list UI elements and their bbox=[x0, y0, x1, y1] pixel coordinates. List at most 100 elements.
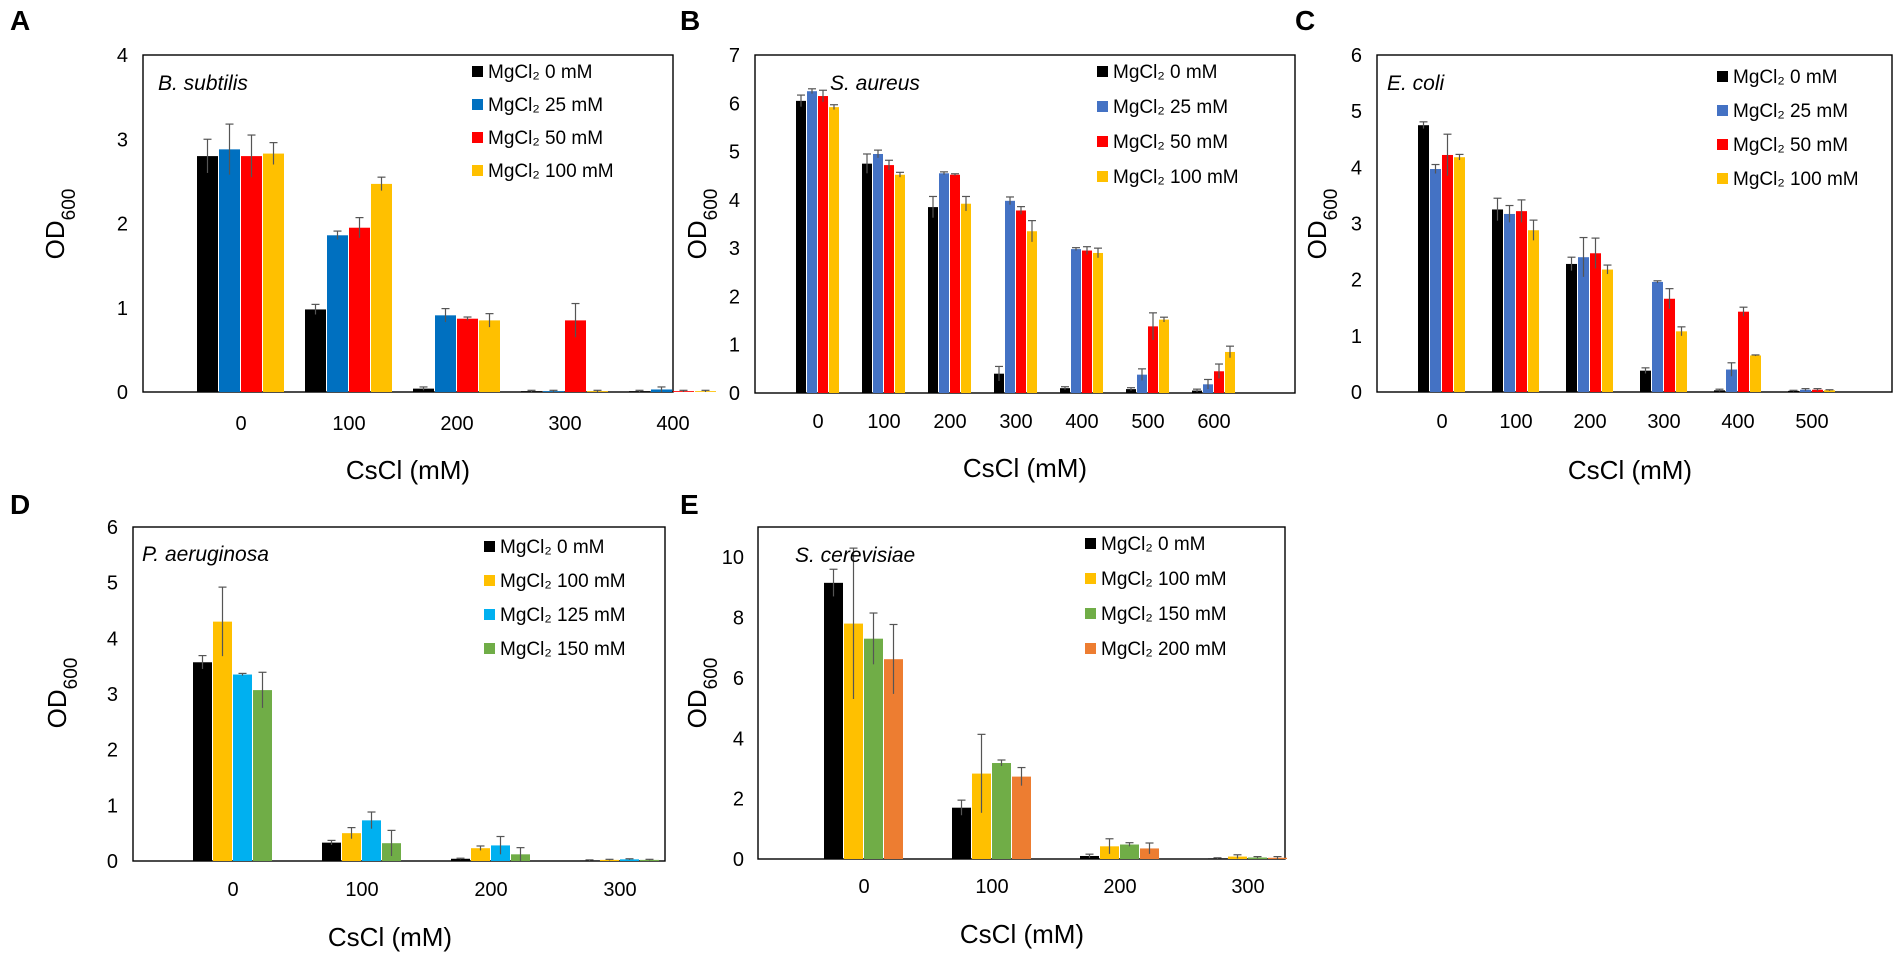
bar bbox=[471, 848, 490, 861]
bar bbox=[1126, 389, 1136, 393]
species-label: S. aureus bbox=[830, 72, 920, 95]
y-tick-label: 4 bbox=[729, 190, 740, 212]
bar bbox=[451, 858, 470, 861]
bar bbox=[1726, 369, 1737, 392]
bar bbox=[1516, 211, 1527, 392]
x-axis: 0 100 200 300 400 500 bbox=[1436, 411, 1828, 433]
legend-entry: MgCl₂ 100 mM bbox=[500, 571, 626, 592]
y-tick-label: 1 bbox=[117, 298, 128, 320]
bar bbox=[1082, 250, 1092, 393]
bar bbox=[992, 763, 1011, 859]
bar bbox=[479, 320, 500, 392]
bar bbox=[1454, 157, 1465, 392]
y-tick-label: 3 bbox=[107, 684, 118, 706]
bar bbox=[994, 373, 1004, 393]
species-label: B. subtilis bbox=[158, 72, 248, 95]
bar bbox=[939, 173, 949, 393]
bar bbox=[961, 203, 971, 393]
bar bbox=[457, 318, 478, 392]
y-tick-label: 6 bbox=[733, 668, 744, 690]
y-tick-label: 1 bbox=[107, 795, 118, 817]
bar bbox=[1214, 371, 1224, 393]
y-axis-title-main: OD bbox=[40, 220, 70, 259]
y-tick-label: 2 bbox=[733, 789, 744, 811]
bar-group bbox=[193, 586, 659, 861]
bar bbox=[1738, 311, 1749, 392]
x-tick-label: 200 bbox=[474, 879, 507, 901]
legend-swatch bbox=[1717, 139, 1728, 150]
bar bbox=[197, 156, 218, 392]
x-axis-title: CsCl (mM) bbox=[963, 453, 1087, 483]
legend-swatch bbox=[484, 609, 495, 620]
bar bbox=[864, 638, 883, 859]
y-axis-title: OD600 bbox=[40, 189, 80, 260]
legend-entry: MgCl₂ 100 mM bbox=[1113, 167, 1239, 188]
bar bbox=[213, 621, 232, 861]
legend-entry: MgCl₂ 25 mM bbox=[488, 95, 603, 116]
bar bbox=[1005, 200, 1015, 393]
bar bbox=[1120, 844, 1139, 859]
y-tick-label: 4 bbox=[107, 628, 118, 650]
x-tick-label: 600 bbox=[1197, 411, 1230, 433]
bar bbox=[342, 833, 361, 861]
bar-group bbox=[796, 88, 1235, 394]
legend: MgCl₂ 0 mM MgCl₂ 25 mM MgCl₂ 50 mM MgCl₂ 10… bbox=[472, 62, 614, 182]
bar bbox=[1137, 374, 1147, 393]
legend-swatch bbox=[1097, 101, 1108, 112]
y-tick-label: 6 bbox=[107, 517, 118, 539]
x-tick-label: 500 bbox=[1795, 411, 1828, 433]
plot-area bbox=[142, 54, 674, 393]
x-tick-label: 0 bbox=[227, 879, 238, 901]
y-tick-label: 0 bbox=[733, 849, 744, 871]
bar bbox=[1566, 263, 1577, 392]
bar bbox=[1640, 370, 1651, 392]
legend: MgCl₂ 0 mM MgCl₂ 25 mM MgCl₂ 50 mM MgCl₂ 10… bbox=[1717, 67, 1859, 190]
bar bbox=[1528, 230, 1539, 392]
y-tick-label: 10 bbox=[722, 547, 744, 569]
bar bbox=[233, 674, 252, 861]
y-axis: 0 1 2 3 4 5 6 bbox=[1351, 45, 1362, 404]
legend-swatch bbox=[1085, 608, 1096, 619]
bar bbox=[1159, 319, 1169, 393]
y-tick-label: 2 bbox=[729, 286, 740, 308]
legend-entry: MgCl₂ 0 mM bbox=[1113, 62, 1218, 83]
bar bbox=[1578, 257, 1589, 392]
bar bbox=[1504, 213, 1515, 392]
y-axis-title: OD600 bbox=[682, 189, 722, 260]
bar bbox=[952, 807, 971, 859]
bar bbox=[1652, 281, 1663, 392]
legend-entry: MgCl₂ 100 mM bbox=[488, 161, 614, 182]
x-axis: 0 100 200 300 400 500 600 bbox=[812, 411, 1230, 433]
x-tick-label: 300 bbox=[1231, 876, 1264, 898]
bar bbox=[1225, 351, 1235, 393]
legend-entry: MgCl₂ 150 mM bbox=[500, 639, 626, 660]
bar bbox=[371, 183, 392, 392]
legend-swatch bbox=[1717, 105, 1728, 116]
bar bbox=[1148, 326, 1158, 393]
y-tick-label: 2 bbox=[1351, 270, 1362, 292]
y-axis-title: OD600 bbox=[42, 658, 82, 729]
x-tick-label: 200 bbox=[1103, 876, 1136, 898]
panel-letter: C bbox=[1295, 5, 1315, 36]
bar bbox=[565, 320, 586, 392]
legend-swatch bbox=[1097, 136, 1108, 147]
bar bbox=[362, 820, 381, 861]
y-axis-title-sub: 600 bbox=[59, 189, 80, 221]
x-tick-label: 200 bbox=[1573, 411, 1606, 433]
y-tick-label: 6 bbox=[1351, 45, 1362, 67]
x-axis: 0 100 200 300 400 bbox=[235, 413, 689, 435]
y-tick-label: 2 bbox=[107, 740, 118, 762]
legend-entry: MgCl₂ 100 mM bbox=[1733, 169, 1859, 190]
y-axis-title-main: OD bbox=[682, 689, 712, 728]
bar bbox=[829, 107, 839, 394]
bar bbox=[620, 859, 639, 861]
x-tick-label: 400 bbox=[1065, 411, 1098, 433]
species-label: E. coli bbox=[1387, 72, 1446, 95]
y-tick-label: 0 bbox=[117, 382, 128, 404]
legend-entry: MgCl₂ 50 mM bbox=[1113, 132, 1228, 153]
species-label: S. cerevisiae bbox=[795, 544, 915, 567]
y-tick-label: 5 bbox=[1351, 101, 1362, 123]
legend-swatch bbox=[1717, 173, 1728, 184]
y-tick-label: 3 bbox=[1351, 214, 1362, 236]
legend-swatch bbox=[1085, 643, 1096, 654]
